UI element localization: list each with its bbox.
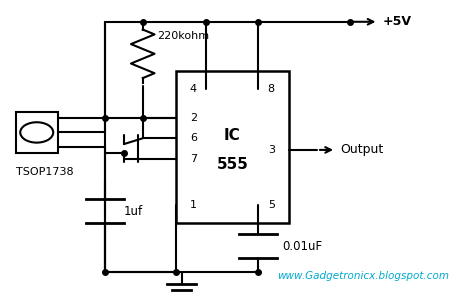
Text: 220kohm: 220kohm [157, 31, 209, 41]
Text: IC: IC [224, 128, 241, 143]
Text: 8: 8 [267, 84, 275, 94]
Text: 1: 1 [190, 200, 197, 210]
Text: +5V: +5V [383, 15, 412, 28]
Text: 555: 555 [216, 157, 248, 172]
Text: 7: 7 [190, 154, 197, 164]
Text: 1uf: 1uf [124, 205, 143, 218]
Text: 6: 6 [190, 133, 197, 143]
Text: www.Gadgetronicx.blogspot.com: www.Gadgetronicx.blogspot.com [277, 271, 449, 281]
Text: 0.01uF: 0.01uF [282, 240, 322, 253]
Bar [16, 112, 58, 153]
Bar [176, 71, 289, 223]
Text: 2: 2 [190, 113, 197, 123]
Text: Output: Output [341, 143, 384, 156]
Text: 5: 5 [268, 200, 275, 210]
Text: 4: 4 [190, 84, 197, 94]
Text: 3: 3 [268, 145, 275, 155]
Text: TSOP1738: TSOP1738 [16, 167, 73, 177]
